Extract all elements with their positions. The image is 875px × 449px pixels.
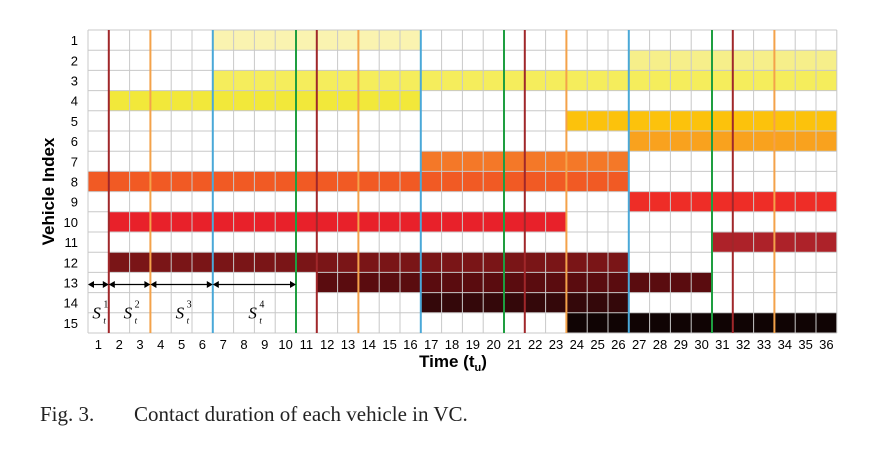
x-tick-label: 9 — [261, 337, 268, 352]
x-tick-label: 35 — [798, 337, 812, 352]
interval-label-sub-4: t — [259, 316, 262, 326]
interval-label-3: S — [176, 304, 185, 323]
x-tick-label: 16 — [403, 337, 417, 352]
interval-label-4: S — [248, 304, 257, 323]
contact-bar-vehicle-4 — [108, 90, 421, 111]
x-tick-label: 6 — [199, 337, 206, 352]
interval-label-1: S — [92, 304, 101, 323]
interval-label-sup-4: 4 — [259, 300, 264, 311]
x-tick-label: 34 — [778, 337, 792, 352]
x-tick-label: 15 — [382, 337, 396, 352]
y-tick-label: 9 — [71, 195, 78, 210]
y-tick-label: 8 — [71, 175, 78, 190]
x-tick-label: 10 — [278, 337, 292, 352]
y-tick-label: 12 — [64, 255, 78, 270]
y-tick-label: 2 — [71, 53, 78, 68]
x-tick-label: 3 — [136, 337, 143, 352]
x-tick-label: 26 — [611, 337, 625, 352]
y-tick-label: 3 — [71, 74, 78, 89]
x-tick-label: 32 — [736, 337, 750, 352]
interval-arrowhead-left-4 — [212, 281, 219, 289]
y-tick-label: 11 — [65, 235, 79, 250]
interval-arrowhead-right-2 — [144, 281, 151, 289]
x-tick-label: 13 — [341, 337, 355, 352]
x-tick-label: 5 — [178, 337, 185, 352]
contact-bar-vehicle-12 — [108, 252, 629, 273]
interval-label-sub-2: t — [135, 316, 138, 326]
contact-bar-vehicle-13 — [316, 272, 712, 293]
x-tick-label: 23 — [549, 337, 563, 352]
interval-arrowhead-right-4 — [290, 281, 296, 289]
x-tick-label: 27 — [632, 337, 646, 352]
x-tick-label: 24 — [570, 337, 584, 352]
x-tick-label: 1 — [95, 337, 102, 352]
x-tick-label: 36 — [819, 337, 833, 352]
x-tick-label: 11 — [300, 337, 314, 352]
x-tick-label: 29 — [674, 337, 688, 352]
contact-bar-vehicle-5 — [566, 110, 837, 131]
y-tick-label: 6 — [71, 134, 78, 149]
y-tick-label: 13 — [64, 276, 78, 291]
x-tick-label: 30 — [694, 337, 708, 352]
y-tick-label: 1 — [71, 33, 78, 48]
contact-bar-vehicle-15 — [566, 312, 837, 333]
interval-label-sup-3: 3 — [187, 300, 192, 311]
x-tick-label: 20 — [486, 337, 500, 352]
x-tick-label: 19 — [466, 337, 480, 352]
x-tick-label: 33 — [757, 337, 771, 352]
x-tick-label: 17 — [424, 337, 438, 352]
y-tick-label: 7 — [71, 154, 78, 169]
figure-label: Fig. 3. — [40, 402, 95, 426]
interval-label-sup-1: 1 — [103, 300, 108, 311]
interval-label-sub-3: t — [187, 316, 190, 326]
interval-arrowhead-left-1 — [88, 281, 94, 289]
x-axis-title: Time (tu) — [419, 352, 487, 374]
y-axis-title: Vehicle Index — [39, 137, 58, 245]
interval-arrowhead-right-3 — [206, 281, 213, 289]
x-tick-label: 31 — [715, 337, 729, 352]
x-tick-label: 14 — [362, 337, 376, 352]
x-tick-label: 18 — [445, 337, 459, 352]
y-tick-label: 10 — [64, 215, 78, 230]
x-tick-label: 21 — [507, 337, 521, 352]
figure-caption-text: Contact duration of each vehicle in VC. — [134, 402, 468, 426]
interval-arrowhead-left-2 — [108, 281, 115, 289]
x-tick-label: 25 — [590, 337, 604, 352]
x-tick-label: 22 — [528, 337, 542, 352]
x-tick-label: 4 — [157, 337, 164, 352]
x-tick-label: 28 — [653, 337, 667, 352]
interval-label-2: S — [124, 304, 133, 323]
y-tick-label: 4 — [71, 94, 78, 109]
x-tick-label: 12 — [320, 337, 334, 352]
y-tick-label: 15 — [64, 316, 78, 331]
interval-arrowhead-left-3 — [150, 281, 157, 289]
y-tick-label: 14 — [64, 296, 78, 311]
x-tick-label: 7 — [220, 337, 227, 352]
x-tick-label: 8 — [240, 337, 247, 352]
x-tick-label: 2 — [116, 337, 123, 352]
interval-arrowhead-right-1 — [102, 281, 109, 289]
interval-label-sub-1: t — [103, 316, 106, 326]
figure-caption: Fig. 3. Contact duration of each vehicle … — [40, 402, 860, 427]
y-tick-label: 5 — [71, 114, 78, 129]
interval-label-sup-2: 2 — [135, 300, 140, 311]
